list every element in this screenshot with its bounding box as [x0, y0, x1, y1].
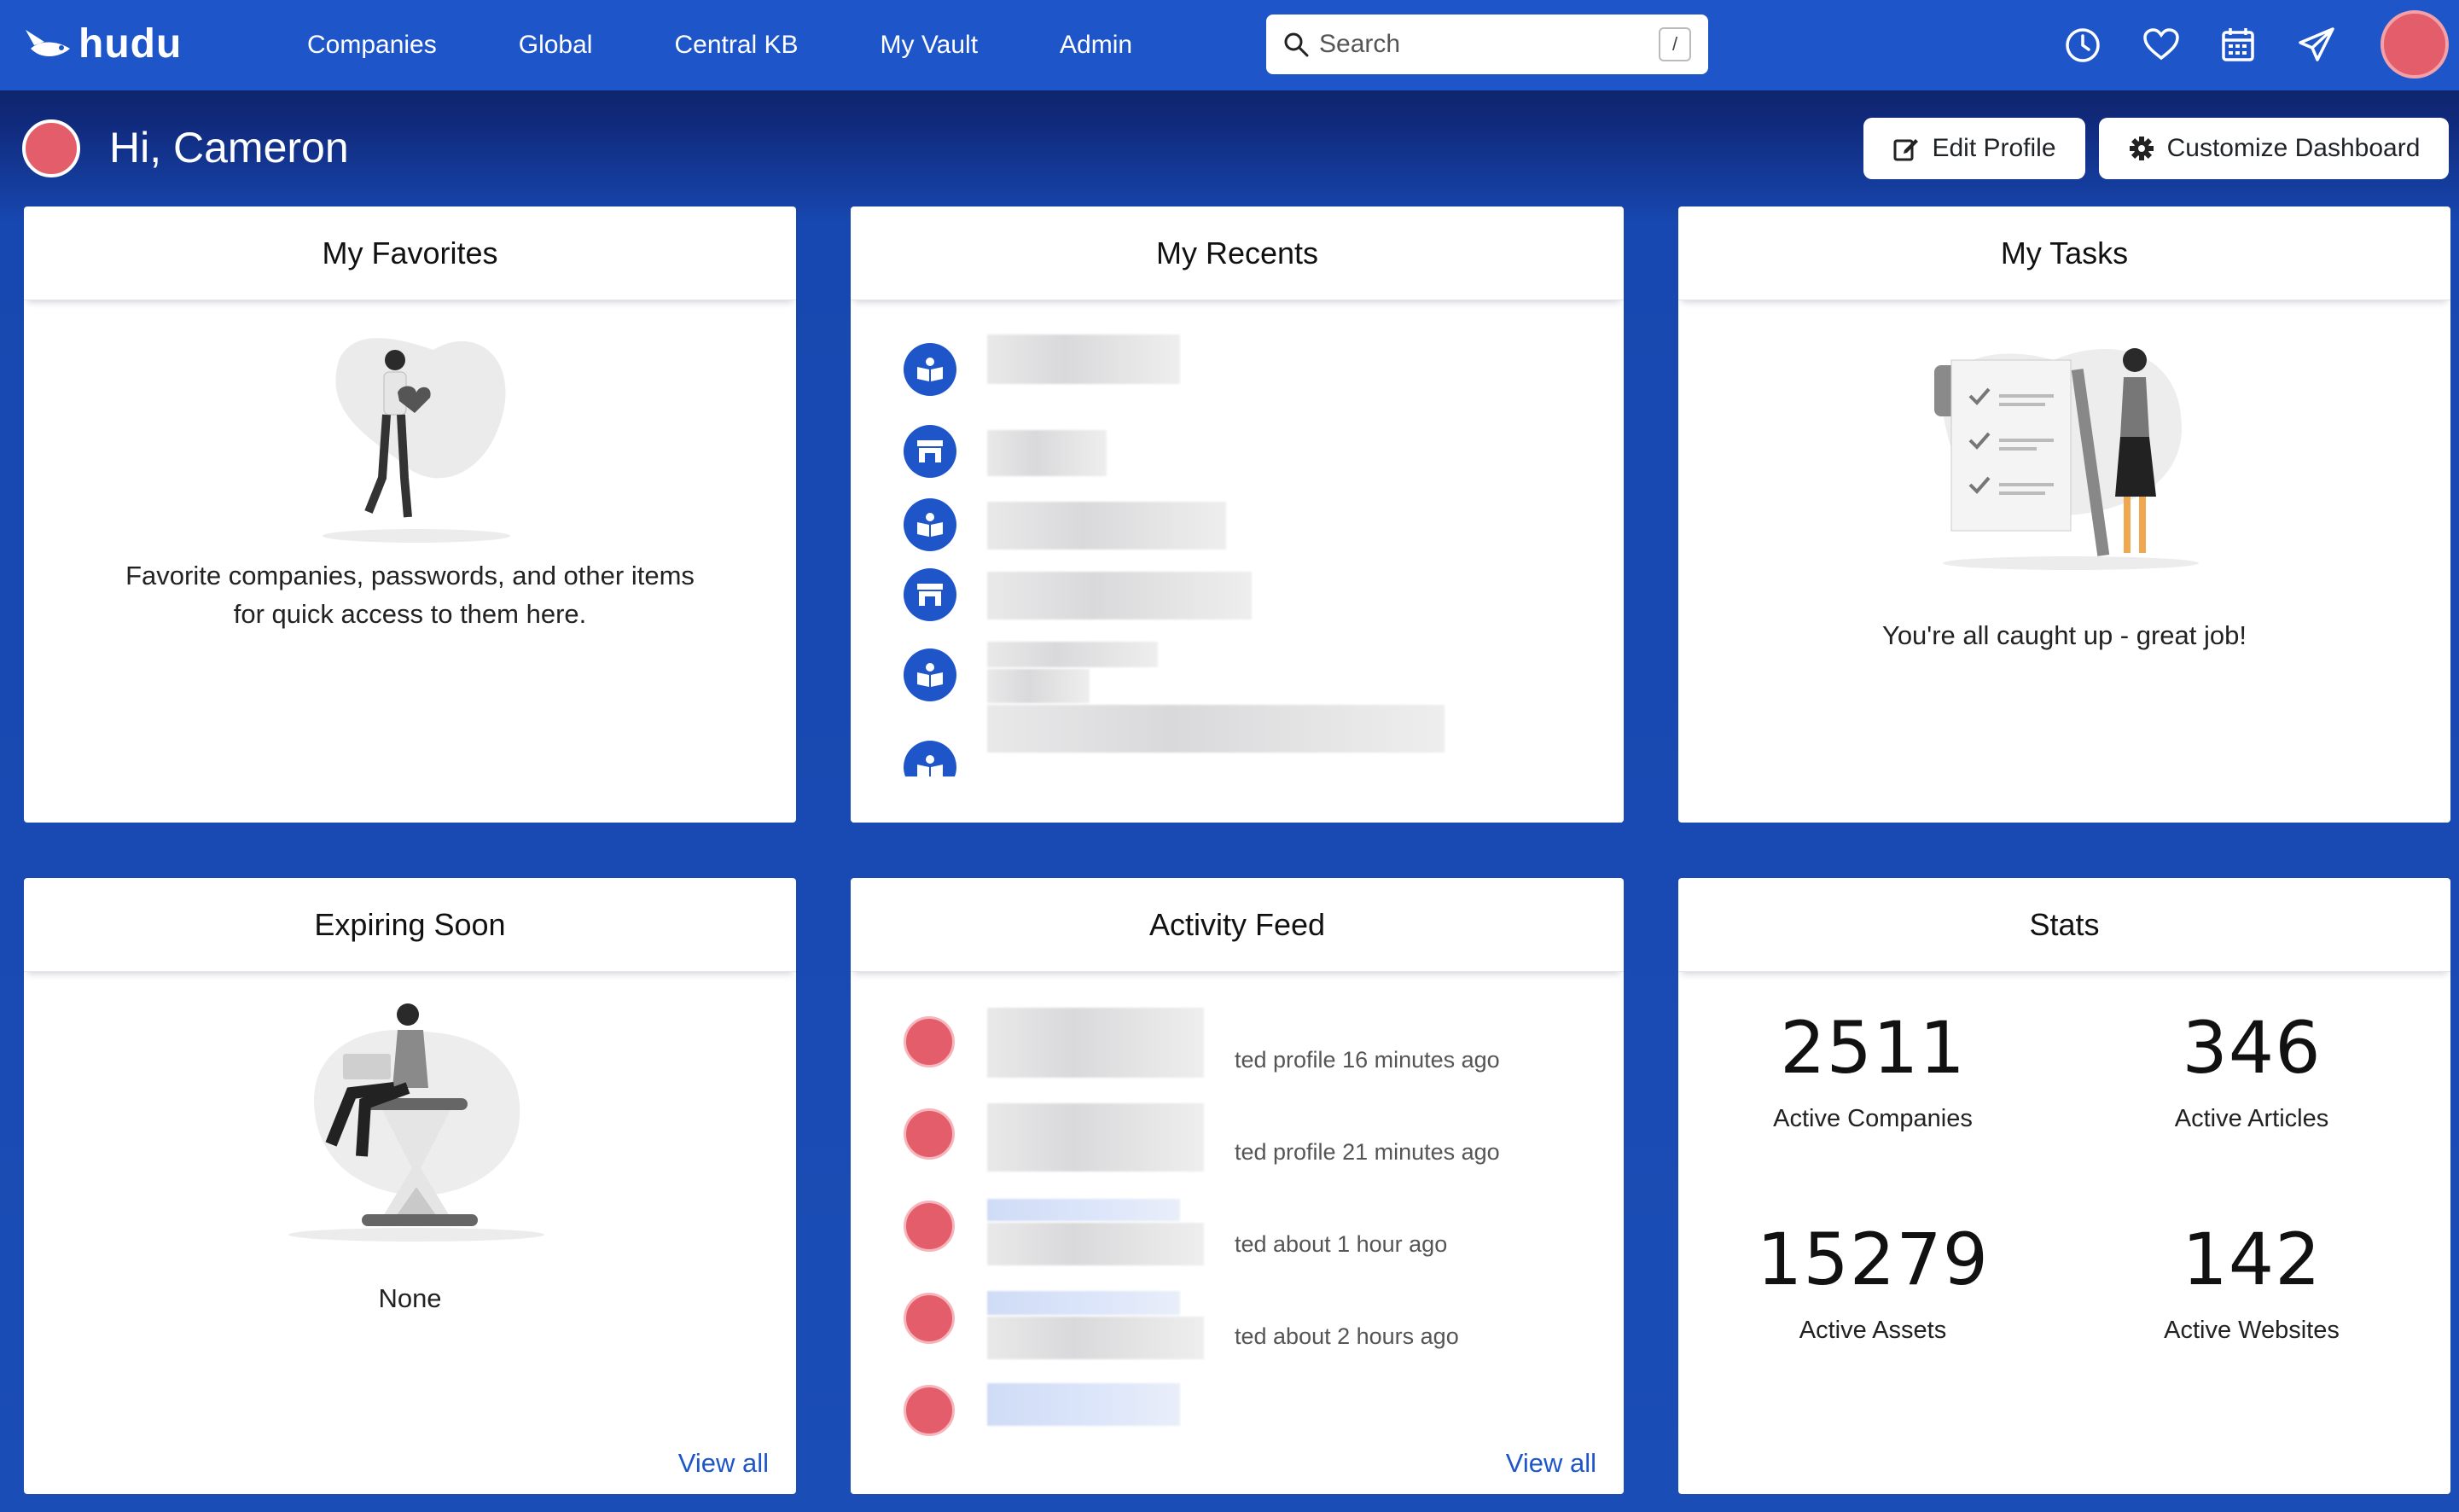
nav-my-vault[interactable]: My Vault: [880, 31, 979, 59]
recent-item-title[interactable]: [987, 705, 1445, 753]
nav-central-kb[interactable]: Central KB: [674, 31, 799, 59]
activity-blurred-name: [987, 1223, 1204, 1265]
activity-blurred-name: [987, 1317, 1204, 1359]
hudu-bird-icon: [26, 29, 70, 56]
recents-title: My Recents: [851, 206, 1624, 300]
greeting-text: Hi, Cameron: [109, 124, 349, 172]
recent-item-icon[interactable]: [904, 498, 956, 551]
stat-active-websites[interactable]: 142 Active Websites: [2064, 1218, 2439, 1345]
calendar-icon[interactable]: [2218, 26, 2258, 65]
nav-global[interactable]: Global: [518, 31, 593, 59]
stats-title: Stats: [1678, 878, 2450, 972]
store-icon: [917, 440, 943, 462]
favorites-empty-line2: for quick access to them here.: [233, 599, 587, 629]
activity-view-all-link[interactable]: View all: [1505, 1448, 1596, 1478]
recent-item-title[interactable]: [987, 572, 1252, 619]
recent-item-title[interactable]: [987, 502, 1226, 550]
activity-blurred-link[interactable]: [987, 1383, 1180, 1426]
stat-label: Active Assets: [1799, 1317, 1947, 1344]
edit-icon: [1893, 139, 1919, 161]
main-nav: Companies Global Central KB My Vault Adm…: [307, 0, 1214, 90]
tasks-card: My Tasks You're all caught up - great jo…: [1678, 206, 2450, 823]
activity-avatar: [904, 1108, 955, 1160]
recent-item-subtitle: [987, 669, 1090, 703]
heart-icon[interactable]: [2142, 26, 2181, 65]
stat-value: 346: [2182, 1006, 2322, 1090]
activity-text: ted profile 16 minutes ago: [1235, 1047, 1500, 1073]
activity-blurred-link[interactable]: [987, 1199, 1180, 1221]
user-avatar[interactable]: [2381, 10, 2449, 79]
stat-value: 15279: [1756, 1218, 1990, 1301]
favorites-title: My Favorites: [24, 206, 796, 300]
stat-value: 142: [2182, 1218, 2322, 1301]
recent-item-title[interactable]: [987, 430, 1107, 476]
book-icon: [917, 358, 943, 381]
search-icon: [1284, 32, 1309, 57]
stat-active-companies[interactable]: 2511 Active Companies: [1685, 1006, 2061, 1133]
hudu-logo[interactable]: hudu: [22, 20, 182, 67]
customize-dashboard-label: Customize Dashboard: [2166, 134, 2421, 162]
store-icon: [917, 584, 943, 606]
search-input[interactable]: [1319, 30, 1659, 59]
activity-avatar: [904, 1293, 955, 1344]
nav-companies[interactable]: Companies: [307, 31, 437, 59]
expiring-illustration: [288, 1003, 544, 1242]
activity-avatar: [904, 1201, 955, 1252]
stat-value: 2511: [1780, 1006, 1966, 1090]
recent-item-icon[interactable]: [904, 648, 956, 701]
search-box[interactable]: /: [1266, 15, 1708, 74]
expiring-title: Expiring Soon: [24, 878, 796, 972]
stat-label: Active Companies: [1773, 1105, 1973, 1132]
tasks-empty-text: You're all caught up - great job!: [1881, 620, 2247, 650]
book-icon: [917, 513, 943, 537]
book-icon: [917, 663, 943, 687]
activity-blurred-link[interactable]: [987, 1291, 1180, 1315]
activity-blurred-name: [987, 1103, 1204, 1172]
expiring-card: Expiring Soon None View all: [24, 878, 796, 1494]
activity-card: Activity Feed ted profile 16 minutes ago…: [851, 878, 1624, 1494]
activity-title: Activity Feed: [851, 878, 1624, 972]
stat-label: Active Websites: [2164, 1317, 2340, 1344]
recent-item-title[interactable]: [987, 642, 1158, 667]
expiring-empty-text: None: [378, 1283, 442, 1313]
expiring-view-all-link[interactable]: View all: [677, 1448, 769, 1478]
recent-item-title[interactable]: [987, 334, 1180, 384]
tasks-illustration: [1934, 348, 2199, 570]
send-icon[interactable]: [2297, 26, 2336, 65]
favorites-empty-line1: Favorite companies, passwords, and other…: [125, 561, 695, 590]
greeting-avatar: [22, 119, 80, 177]
clock-icon[interactable]: [2063, 26, 2102, 65]
recent-item-icon[interactable]: [904, 425, 956, 478]
activity-text: ted about 2 hours ago: [1235, 1323, 1459, 1349]
top-navbar: hudu Companies Global Central KB My Vaul…: [0, 0, 2459, 90]
activity-text: ted about 1 hour ago: [1235, 1231, 1448, 1257]
edit-profile-button[interactable]: Edit Profile: [1863, 118, 2085, 179]
stat-label: Active Articles: [2174, 1105, 2329, 1132]
recents-card: My Recents: [851, 206, 1624, 823]
activity-avatar: [904, 1016, 955, 1067]
logo-text: hudu: [78, 21, 183, 67]
recent-item-icon[interactable]: [904, 343, 956, 396]
edit-profile-label: Edit Profile: [1932, 134, 2056, 162]
favorites-illustration: [323, 338, 510, 543]
activity-blurred-name: [987, 1008, 1204, 1078]
stat-active-articles[interactable]: 346 Active Articles: [2064, 1006, 2439, 1133]
search-shortcut-key: /: [1659, 27, 1691, 61]
activity-avatar: [904, 1385, 955, 1436]
recent-item-icon[interactable]: [904, 568, 956, 621]
customize-dashboard-button[interactable]: Customize Dashboard: [2099, 118, 2449, 179]
book-icon: [917, 755, 943, 779]
nav-admin[interactable]: Admin: [1060, 31, 1133, 59]
gear-icon: [2129, 137, 2154, 160]
activity-text: ted profile 21 minutes ago: [1235, 1139, 1500, 1165]
tasks-title: My Tasks: [1678, 206, 2450, 300]
stats-card: Stats 2511 Active Companies 346 Active A…: [1678, 878, 2450, 1494]
favorites-card: My Favorites Favorite companies, passwor…: [24, 206, 796, 823]
stat-active-assets[interactable]: 15279 Active Assets: [1685, 1218, 2061, 1345]
